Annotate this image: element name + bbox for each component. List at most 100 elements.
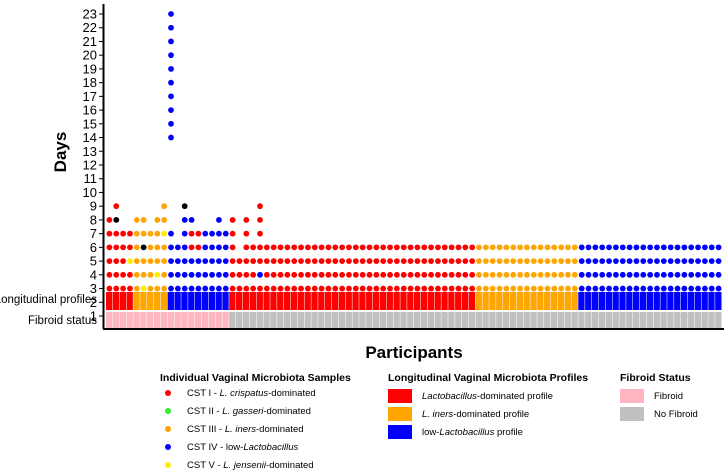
fibroid-cell — [434, 312, 441, 328]
fibroid-cell — [639, 312, 647, 328]
profile-cell — [160, 292, 168, 310]
sample-dot — [647, 285, 654, 292]
sample-dot — [544, 285, 551, 292]
sample-dot — [216, 244, 222, 251]
sample-dot — [455, 285, 462, 292]
y-tick-label: 13 — [83, 144, 97, 159]
sample-dot — [174, 271, 181, 278]
fibroid-cell — [502, 312, 510, 328]
profile-cell — [215, 292, 222, 310]
y-tick-label: 21 — [83, 34, 97, 49]
sample-dot — [120, 258, 127, 264]
sample-dot — [339, 271, 346, 278]
profile-cell — [667, 292, 674, 310]
legend-swatch-icon — [620, 407, 644, 421]
sample-dot — [674, 244, 681, 251]
sample-dot — [332, 271, 339, 278]
fibroid-cell — [167, 312, 174, 328]
sample-dot — [133, 258, 140, 264]
fibroid-cell — [591, 312, 599, 328]
sample-dot — [482, 244, 489, 251]
row-label-fibroid: Fibroid status — [28, 315, 97, 327]
sample-dot — [517, 258, 523, 264]
sample-dot — [551, 271, 558, 278]
sample-dot — [113, 271, 120, 278]
profile-cell — [516, 292, 524, 310]
fibroid-cell — [331, 312, 339, 328]
profile-cell — [325, 292, 332, 310]
fibroid-cell — [516, 312, 524, 328]
fibroid-cell — [509, 312, 517, 328]
sample-dot — [127, 244, 133, 251]
fibroid-cell — [660, 312, 667, 328]
sample-dot — [106, 230, 113, 237]
fibroid-cell — [290, 312, 298, 328]
sample-dot — [441, 258, 448, 264]
sample-dot — [181, 203, 188, 210]
sample-dot — [592, 271, 599, 278]
profile-cell — [626, 292, 633, 310]
sample-dot — [421, 285, 428, 292]
sample-dot — [530, 258, 537, 264]
sample-dot — [510, 244, 517, 251]
sample-dot — [325, 271, 332, 278]
sample-dot — [660, 244, 667, 251]
sample-dot — [667, 285, 674, 292]
sample-dot — [715, 244, 722, 251]
profile-cell — [256, 292, 263, 310]
sample-dot — [332, 285, 339, 292]
profile-cell — [680, 292, 688, 310]
sample-dot — [161, 217, 168, 223]
sample-dot — [168, 230, 174, 237]
profile-cell — [283, 292, 291, 310]
sample-dot — [332, 258, 339, 264]
sample-dot — [284, 244, 291, 251]
profile-cell — [359, 292, 366, 310]
sample-dot — [188, 271, 195, 278]
fibroid-cell — [283, 312, 291, 328]
sample-dot — [202, 230, 209, 237]
profile-cell — [605, 292, 612, 310]
sample-dot — [469, 258, 476, 264]
sample-dot — [585, 271, 592, 278]
sample-dot — [380, 285, 387, 292]
sample-dot — [168, 134, 174, 141]
sample-dot — [140, 271, 147, 278]
sample-dot — [544, 271, 551, 278]
sample-dot — [277, 244, 284, 251]
fibroid-cell — [372, 312, 380, 328]
sample-dot — [400, 244, 407, 251]
sample-dot — [188, 244, 195, 251]
sample-dot — [168, 38, 174, 45]
fibroid-cell — [701, 312, 708, 328]
sample-dot — [352, 285, 359, 292]
sample-dot — [243, 244, 250, 251]
profile-cell — [167, 292, 174, 310]
sample-dot — [613, 285, 619, 292]
fibroid-cell — [366, 312, 373, 328]
sample-dot — [195, 244, 202, 251]
sample-dot — [113, 258, 120, 264]
legend-item-label: Lactobacillus-dominated profile — [422, 390, 553, 402]
sample-dot — [599, 285, 606, 292]
profile-cell — [653, 292, 660, 310]
profile-cell — [550, 292, 558, 310]
x-axis-title: Participants — [365, 343, 462, 362]
sample-dot — [681, 244, 688, 251]
sample-dot — [599, 271, 606, 278]
sample-dot — [448, 285, 455, 292]
fibroid-cell — [106, 312, 113, 328]
sample-dot — [606, 258, 612, 264]
sample-dot — [236, 258, 243, 264]
fibroid-cell — [304, 312, 311, 328]
fibroid-cell — [140, 312, 147, 328]
sample-dot — [558, 244, 565, 251]
profile-cell — [263, 292, 270, 310]
y-tick-label: 19 — [83, 61, 97, 76]
sample-dot — [571, 244, 578, 251]
fibroid-cell — [311, 312, 318, 328]
sample-dot — [619, 271, 626, 278]
sample-dot — [428, 271, 435, 278]
sample-dot — [640, 258, 647, 264]
